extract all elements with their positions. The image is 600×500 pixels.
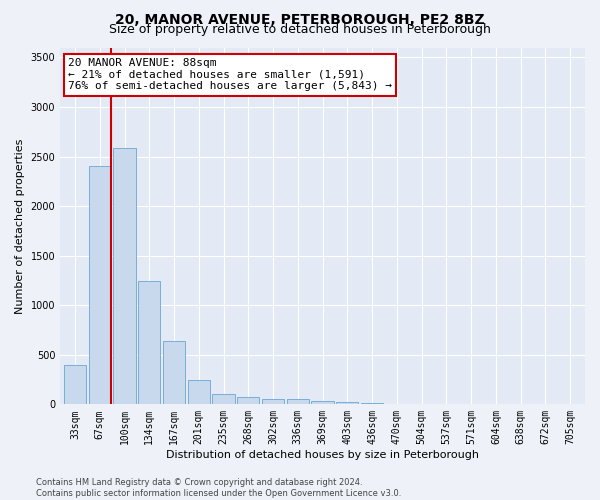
Bar (113, 148, 136, 404)
Bar (138, 282, 160, 405)
Bar (64, 365, 86, 405)
Bar (287, 399, 309, 404)
Bar (212, 394, 235, 404)
Bar (237, 397, 259, 404)
Bar (188, 380, 210, 404)
Text: Contains HM Land Registry data © Crown copyright and database right 2024.
Contai: Contains HM Land Registry data © Crown c… (36, 478, 401, 498)
Bar (311, 402, 334, 404)
Text: 20 MANOR AVENUE: 88sqm
← 21% of detached houses are smaller (1,591)
76% of semi-: 20 MANOR AVENUE: 88sqm ← 21% of detached… (68, 58, 392, 92)
Bar (336, 402, 358, 404)
Bar (163, 341, 185, 404)
Text: 20, MANOR AVENUE, PETERBOROUGH, PE2 8BZ: 20, MANOR AVENUE, PETERBOROUGH, PE2 8BZ (115, 12, 485, 26)
Bar (89, 166, 111, 404)
Bar (262, 398, 284, 404)
Text: Size of property relative to detached houses in Peterborough: Size of property relative to detached ho… (109, 22, 491, 36)
Y-axis label: Number of detached properties: Number of detached properties (15, 138, 25, 314)
X-axis label: Distribution of detached houses by size in Peterborough: Distribution of detached houses by size … (166, 450, 479, 460)
